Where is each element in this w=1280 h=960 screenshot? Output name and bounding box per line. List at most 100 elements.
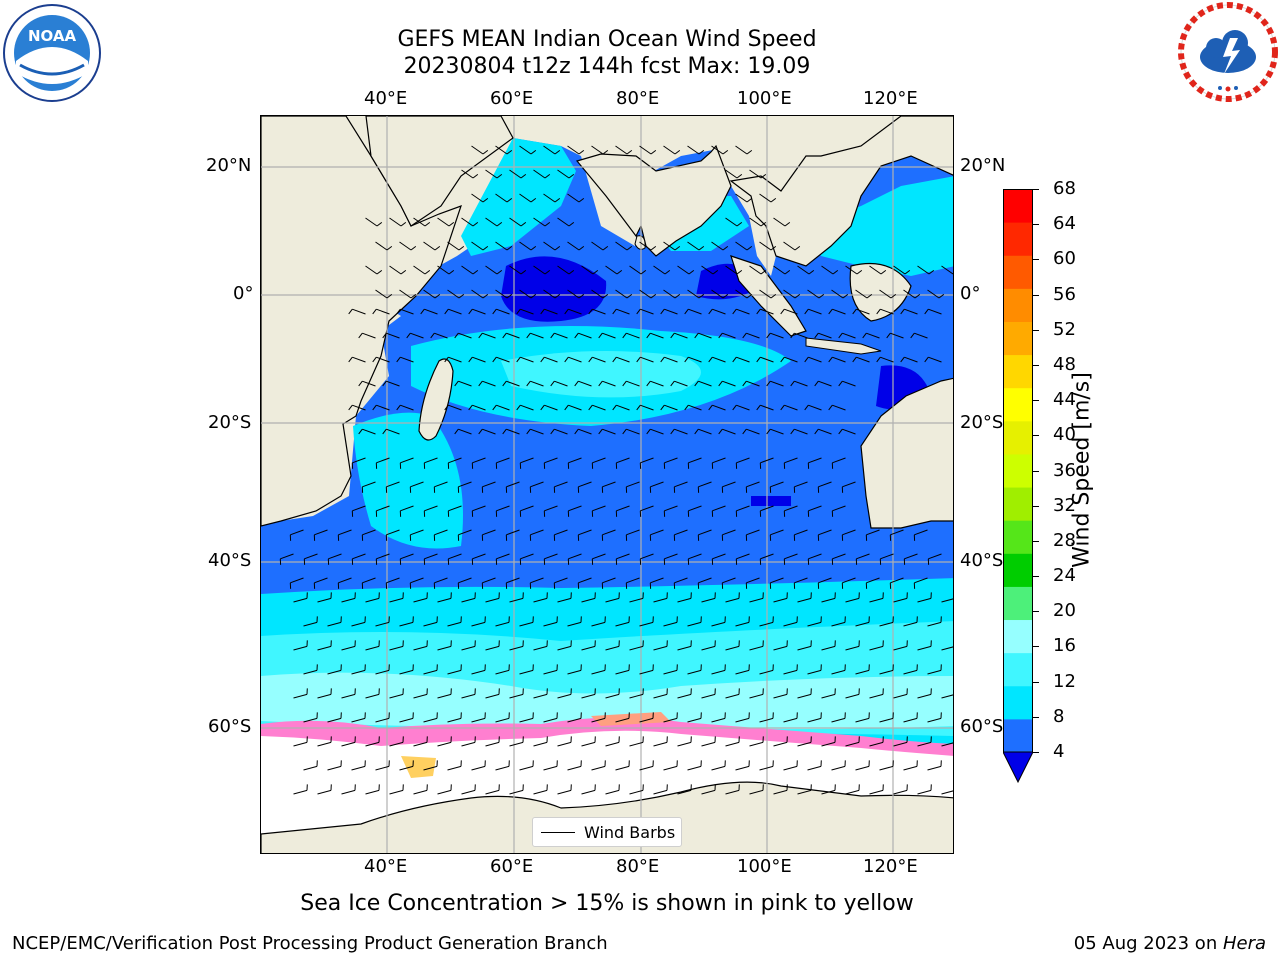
wind-barb-feather (372, 308, 377, 315)
wind-barb (832, 505, 846, 512)
wind-barb (650, 380, 664, 387)
wind-barb (640, 505, 654, 512)
nws-logo (1178, 2, 1278, 102)
wind-barb (855, 717, 870, 723)
wind-barb-feather (520, 222, 527, 227)
wind-barb (725, 789, 740, 795)
wind-barb (869, 265, 882, 275)
wind-barb-feather (554, 293, 561, 299)
wind-barb (581, 693, 596, 699)
wind-barb (626, 428, 640, 435)
wind-barb (581, 645, 596, 651)
wind-barb (509, 693, 524, 699)
wind-barb (831, 717, 846, 723)
wind-barb (434, 332, 448, 339)
wind-barb (437, 645, 452, 651)
wind-barb (472, 553, 486, 560)
wind-barb (400, 553, 414, 560)
colorbar-tick-mark (1033, 576, 1039, 578)
wind-barb (639, 717, 654, 723)
wind-barb (567, 193, 580, 203)
wind-barb (893, 265, 906, 275)
wind-barb (664, 553, 678, 560)
wind-barb-feather (468, 404, 473, 411)
wind-barb-feather (386, 245, 393, 251)
wind-barb-feather (732, 308, 737, 315)
wind-barb (941, 742, 953, 747)
map-subtitle: 20230804 t12z 144h fcst Max: 19.09 (403, 54, 811, 79)
wind-barb (615, 669, 630, 675)
wind-barb (448, 553, 462, 560)
wind-barb (616, 308, 630, 315)
colorbar-segment (1003, 453, 1033, 488)
wind-barb (663, 145, 676, 155)
wind-barb (927, 669, 942, 675)
wind-barb (890, 332, 904, 339)
lat-tick-right-20N: 20°N (960, 155, 1006, 176)
wind-barb-feather (838, 428, 843, 435)
wind-barb-feather (502, 380, 507, 387)
wind-barb (317, 645, 332, 651)
lat-tick-right-60S: 60°S (960, 716, 1004, 737)
wind-barb (591, 241, 604, 251)
wind-barb (303, 669, 318, 675)
colorbar-segment (1003, 321, 1033, 356)
wind-barb (461, 217, 474, 227)
footer-machine: Hera (1222, 933, 1266, 954)
wind-barb-feather (372, 356, 377, 363)
wind-barb (496, 505, 510, 512)
wind-barb (341, 741, 356, 747)
wind-barb (807, 289, 820, 299)
wind-barb-feather (670, 380, 675, 387)
wind-barb (530, 332, 544, 339)
wind-barb (472, 308, 486, 315)
wind-barb (592, 457, 606, 464)
wind-barb (749, 693, 764, 699)
wind-barb (327, 669, 342, 675)
wind-barb (616, 553, 630, 560)
wind-barb (784, 356, 798, 363)
sea-ice-yellow (401, 756, 436, 778)
wind-barb (399, 621, 414, 627)
wind-barb (376, 308, 390, 315)
wind-barb (903, 765, 918, 771)
wind-barb (386, 332, 400, 339)
wind-barb (712, 457, 726, 464)
wind-barb (410, 577, 424, 584)
wind-barb-feather (430, 332, 435, 339)
wind-barb (773, 741, 788, 747)
wind-barb (293, 693, 308, 699)
wind-barb-feather (646, 380, 651, 387)
wind-barb-feather (708, 356, 713, 363)
wind-barb (458, 577, 472, 584)
wind-barb-feather (660, 356, 665, 363)
wind-barb (711, 289, 724, 299)
wind-barb-feather (766, 380, 771, 387)
sea-ice-edge (261, 717, 953, 756)
wind-barb (722, 481, 736, 488)
wind-barb (640, 404, 654, 411)
wind-barb (928, 553, 942, 560)
wind-barb (389, 645, 404, 651)
wind-barb (578, 481, 592, 488)
wind-barb (845, 597, 860, 603)
wind-barb (495, 241, 508, 251)
wind-barb (746, 529, 760, 536)
wind-barb-feather (492, 308, 497, 315)
wind-barb-feather (760, 174, 767, 179)
wind-barb (866, 332, 880, 339)
wind-barb (674, 577, 688, 584)
wind-barb (808, 457, 822, 464)
wind-barb (376, 553, 390, 560)
wind-barb (698, 577, 712, 584)
wind-barb (375, 765, 390, 771)
wind-barb (674, 428, 688, 435)
wind-barb-feather (622, 428, 627, 435)
wind-barb (362, 380, 376, 387)
wind-barb (543, 289, 556, 299)
wind-barb-feather (382, 428, 387, 435)
wind-barb (807, 717, 822, 723)
wind-barb (543, 717, 558, 723)
wind-barb (376, 404, 390, 411)
wind-barb (616, 505, 630, 512)
